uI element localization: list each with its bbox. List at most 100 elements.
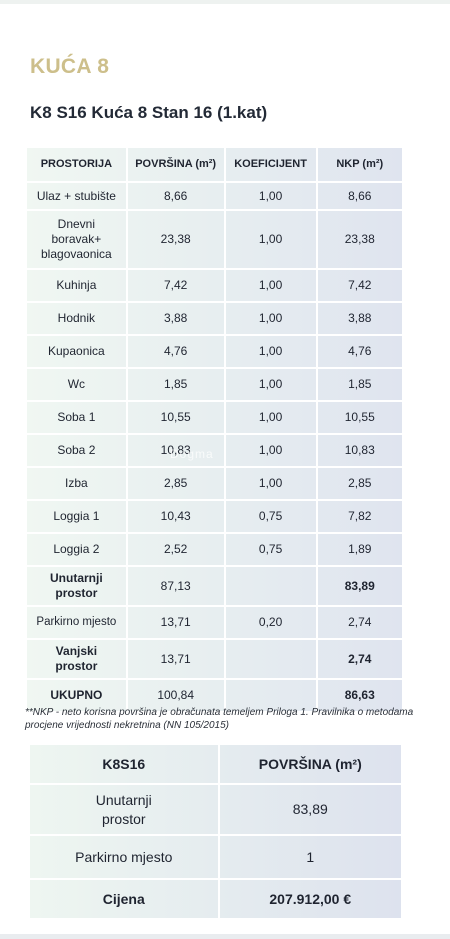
page-title: KUĆA 8 [30,55,110,78]
room-coef: 1,00 [223,268,318,303]
room-area: 1,85 [125,367,226,402]
room-name: Loggia 2 [25,532,128,567]
table-row: Unutarnji prostor 83,89 [28,783,404,836]
header-nkp: NKP (m²) [315,146,405,183]
table-row: Loggia 2 2,52 0,75 1,89 [25,532,405,567]
table-row: Kuhinja 7,42 1,00 7,42 [25,268,405,303]
room-nkp: 8,66 [315,181,405,211]
room-nkp: 1,89 [315,532,405,567]
room-nkp: 1,85 [315,367,405,402]
rooms-table: PROSTORIJA POVRŠINA (m²) KOEFICIJENT NKP… [25,146,405,713]
header-area: POVRŠINA (m²) [125,146,226,183]
room-area: 13,71 [125,638,226,680]
room-name: Kupaonica [25,334,128,369]
room-area: 13,71 [125,605,226,640]
room-name: Parkirno mjesto [25,605,128,640]
room-area: 100,84 [125,678,226,713]
room-name: Soba 2 [25,433,128,468]
summary-header-unit: K8S16 [28,743,220,785]
room-area: 8,66 [125,181,226,211]
room-name: Unutarnji prostor [25,565,128,607]
header-room: PROSTORIJA [25,146,128,183]
watermark: Dogma [170,447,214,461]
table-row-subtotal: Unutarnji prostor 87,13 83,89 [25,565,405,607]
room-area: 23,38 [125,209,226,270]
room-area: 10,55 [125,400,226,435]
table-row: Dnevni boravak+ blagovaonica 23,38 1,00 … [25,209,405,270]
table-row: Hodnik 3,88 1,00 3,88 [25,301,405,336]
table-row: Loggia 1 10,43 0,75 7,82 [25,499,405,534]
summary-table: K8S16 POVRŠINA (m²) Unutarnji prostor 83… [28,743,404,920]
room-coef: 1,00 [223,334,318,369]
top-divider [0,0,450,4]
room-name: Wc [25,367,128,402]
price-label: Cijena [28,878,220,920]
room-coef: 0,20 [223,605,318,640]
room-nkp: 2,74 [315,605,405,640]
room-coef: 0,75 [223,532,318,567]
room-name: Dnevni boravak+ blagovaonica [25,209,128,270]
room-name: Vanjski prostor [25,638,128,680]
room-name: Izba [25,466,128,501]
room-name: Soba 1 [25,400,128,435]
table-row: Kupaonica 4,76 1,00 4,76 [25,334,405,369]
room-coef [223,565,318,607]
room-area: 87,13 [125,565,226,607]
summary-header: K8S16 POVRŠINA (m²) [28,743,404,785]
unit-subtitle: K8 S16 Kuća 8 Stan 16 (1.kat) [30,103,268,122]
room-coef: 1,00 [223,181,318,211]
room-coef: 1,00 [223,301,318,336]
room-name: UKUPNO [25,678,128,713]
table-row: Soba 2 10,83 1,00 10,83 [25,433,405,468]
room-nkp: 2,74 [315,638,405,680]
price-value: 207.912,00 € [217,878,404,920]
room-coef: 1,00 [223,367,318,402]
price-row: Cijena 207.912,00 € [28,878,404,920]
table-row: Ulaz + stubište 8,66 1,00 8,66 [25,181,405,211]
room-coef: 1,00 [223,209,318,270]
room-name: Kuhinja [25,268,128,303]
table-row-total: UKUPNO 100,84 86,63 [25,678,405,713]
table-row: Izba 2,85 1,00 2,85 [25,466,405,501]
room-area: 7,42 [125,268,226,303]
table-row-subtotal: Vanjski prostor 13,71 2,74 [25,638,405,680]
room-coef: 1,00 [223,466,318,501]
room-name: Hodnik [25,301,128,336]
room-nkp: 2,85 [315,466,405,501]
table-row: Wc 1,85 1,00 1,85 [25,367,405,402]
room-nkp: 7,82 [315,499,405,534]
footnote: **NKP - neto korisna površina je obračun… [25,707,414,731]
room-nkp: 4,76 [315,334,405,369]
room-coef [223,678,318,713]
room-area: 4,76 [125,334,226,369]
room-area: 3,88 [125,301,226,336]
room-nkp: 10,83 [315,433,405,468]
bottom-divider [0,934,450,939]
room-coef [223,638,318,680]
table-row: Parkirno mjesto 1 [28,834,404,880]
rooms-table-header: PROSTORIJA POVRŠINA (m²) KOEFICIJENT NKP… [25,146,405,183]
table-row: Parkirno mjesto 13,71 0,20 2,74 [25,605,405,640]
summary-header-area: POVRŠINA (m²) [217,743,404,785]
room-nkp: 86,63 [315,678,405,713]
room-nkp: 83,89 [315,565,405,607]
table-row: Soba 1 10,55 1,00 10,55 [25,400,405,435]
room-nkp: 7,42 [315,268,405,303]
room-coef: 1,00 [223,400,318,435]
room-nkp: 3,88 [315,301,405,336]
summary-label: Unutarnji prostor [28,783,220,836]
room-area: 10,83 [125,433,226,468]
room-area: 2,52 [125,532,226,567]
room-name: Loggia 1 [25,499,128,534]
room-area: 2,85 [125,466,226,501]
summary-value: 1 [217,834,404,880]
room-name: Ulaz + stubište [25,181,128,211]
room-nkp: 10,55 [315,400,405,435]
room-coef: 0,75 [223,499,318,534]
summary-label: Parkirno mjesto [28,834,220,880]
room-nkp: 23,38 [315,209,405,270]
room-coef: 1,00 [223,433,318,468]
header-coefficient: KOEFICIJENT [223,146,318,183]
summary-value: 83,89 [217,783,404,836]
room-area: 10,43 [125,499,226,534]
